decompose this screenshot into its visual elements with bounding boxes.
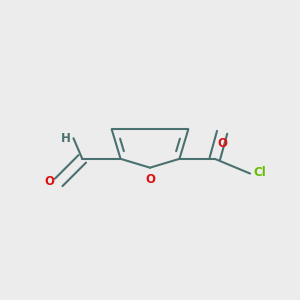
Text: O: O bbox=[218, 137, 228, 150]
Text: O: O bbox=[145, 173, 155, 186]
Text: Cl: Cl bbox=[254, 166, 266, 179]
Text: O: O bbox=[45, 175, 55, 188]
Text: H: H bbox=[61, 132, 70, 145]
